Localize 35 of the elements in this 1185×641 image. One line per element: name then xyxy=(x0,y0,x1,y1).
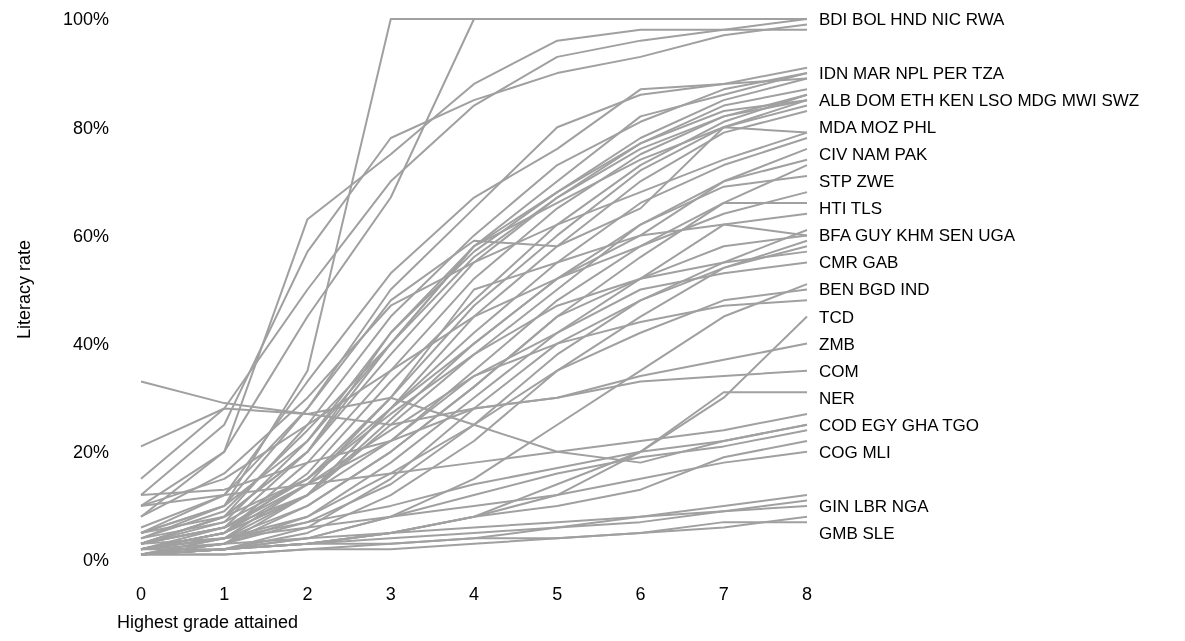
text: MDA MOZ PHL xyxy=(819,118,937,138)
text: COM xyxy=(819,361,859,381)
y-tick-label: 100% xyxy=(62,9,109,30)
x-tick-label: 0 xyxy=(135,584,147,604)
y-tick-label: 20% xyxy=(72,442,109,463)
text: BEN BGD IND xyxy=(819,280,930,300)
y-tick-label: 60% xyxy=(72,225,109,246)
x-tick-label: 2 xyxy=(302,584,313,604)
text: CIV NAM PAK xyxy=(819,145,928,165)
text: GIN LBR NGA xyxy=(819,496,930,516)
text: ZMB xyxy=(819,334,855,354)
text: HTI TLS xyxy=(819,199,882,219)
text: IDN MAR NPL PER TZA xyxy=(819,64,1005,84)
text: BDI BOL HND NIC RWA xyxy=(819,9,1006,29)
x-axis-title: Highest grade attained xyxy=(117,612,299,632)
text: ALB DOM ETH KEN LSO MDG MWI SWZ xyxy=(819,91,1140,111)
text: TCD xyxy=(819,307,854,327)
text: CMR GAB xyxy=(819,253,899,273)
text: NER xyxy=(819,388,855,408)
text: STP ZWE xyxy=(819,172,895,192)
x-tick-label: 6 xyxy=(635,584,646,604)
text: GMB SLE xyxy=(819,523,895,543)
x-tick-label: 4 xyxy=(468,584,480,604)
y-tick-label: 80% xyxy=(72,117,109,138)
y-tick-label: 0% xyxy=(82,550,109,571)
text: BFA GUY KHM SEN UGA xyxy=(819,226,1016,246)
y-axis-title: Literacy rate xyxy=(14,239,34,340)
x-tick-label: 7 xyxy=(718,584,729,604)
y-tick-label: 40% xyxy=(72,333,109,354)
x-tick-label: 5 xyxy=(552,584,563,604)
text: COG MLI xyxy=(819,442,891,462)
text: COD EGY GHA TGO xyxy=(819,415,979,435)
x-tick-label: 3 xyxy=(385,584,396,604)
x-tick-label: 1 xyxy=(219,584,230,604)
x-tick-label: 8 xyxy=(801,584,813,604)
